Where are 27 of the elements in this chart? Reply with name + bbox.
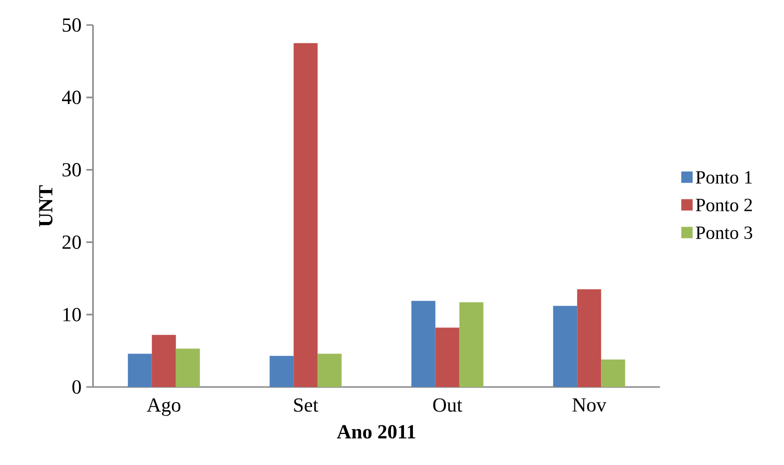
bar	[601, 359, 626, 387]
bar	[435, 328, 460, 387]
legend-label: Ponto 2	[696, 198, 752, 212]
x-tick-label: Out	[433, 398, 462, 412]
bar	[411, 300, 436, 387]
legend-label: Ponto 3	[696, 226, 752, 240]
y-tick-label: 40	[62, 90, 81, 104]
x-axis-title: Ano 2011	[336, 425, 416, 439]
y-tick-label: 30	[62, 163, 81, 177]
bar	[294, 43, 318, 387]
x-tick-label: Ago	[146, 398, 180, 416]
x-tick-label: Nov	[572, 398, 606, 412]
bar	[553, 306, 578, 387]
legend-label: Ponto 1	[696, 171, 752, 184]
bar	[318, 354, 342, 387]
y-tick-label: 20	[62, 235, 81, 249]
bar	[577, 289, 602, 387]
y-tick-label: 0	[72, 380, 81, 394]
x-tick-label: Set	[294, 398, 318, 412]
bar	[176, 348, 200, 387]
bar	[459, 302, 484, 387]
bar	[128, 354, 152, 387]
y-tick-label: 10	[63, 308, 81, 322]
y-tick-label: 50	[62, 18, 81, 32]
bar	[270, 356, 294, 387]
y-axis-title: UNT	[39, 185, 52, 227]
bar	[152, 334, 176, 387]
